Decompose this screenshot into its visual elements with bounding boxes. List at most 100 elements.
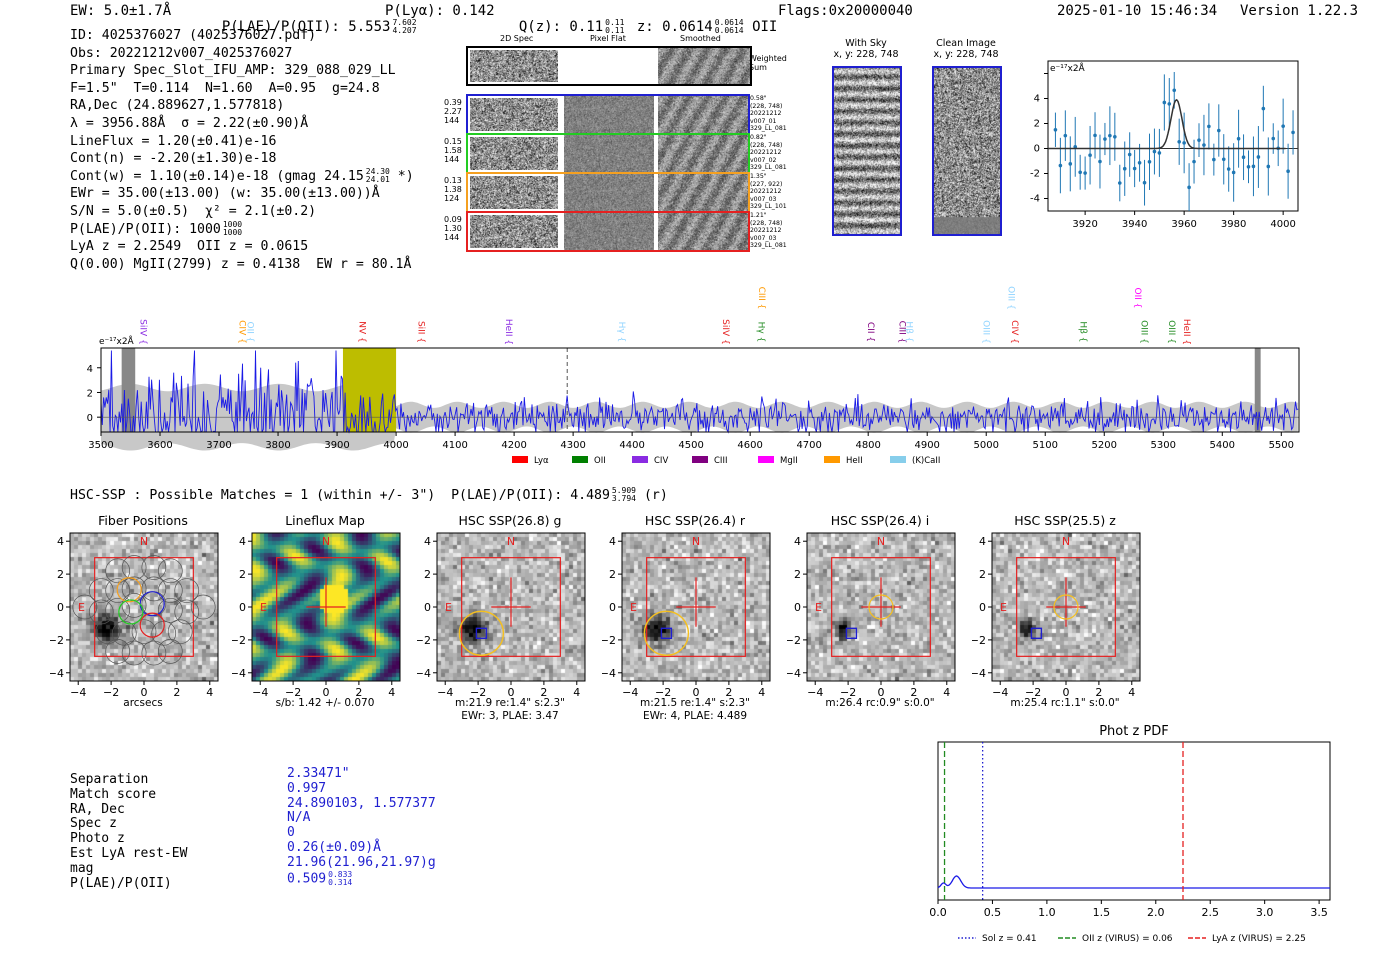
header-qz-sub: 0.11: [605, 26, 625, 35]
zoom-point: [1117, 181, 1122, 185]
spec2d-row-3-right-3: v007_03: [750, 195, 777, 203]
cutout-0-ytick-label-2: 0: [57, 601, 64, 614]
sky-header: With Sky x, y: 228, 748: [830, 38, 902, 60]
cutout-2-xtick-label-3: 2: [540, 686, 547, 699]
match-value-plae: 0.509 0.833 0.314: [287, 870, 436, 886]
spectrum-line-label-13: OIII {: [980, 320, 990, 344]
cutout-3-ytick-label-3: 2: [609, 568, 616, 581]
cutout-2-ytick-label-1: −2: [417, 634, 431, 647]
cutout-3-ytick-label-2: 0: [609, 601, 616, 614]
zoom-point: [1108, 133, 1112, 138]
spectrum-xtick-label-13: 4800: [855, 440, 880, 451]
match-labels: Separation Match score RA, Dec Spec z Ph…: [70, 772, 187, 891]
zoom-ytick-label-0: -4: [1030, 194, 1040, 205]
cutout-0-xtick-label-0: −4: [70, 686, 86, 699]
cutout-2-caption-2: EWr: 3, PLAE: 3.47: [461, 710, 559, 722]
spec2d-row-1-right-3: v007_01: [750, 117, 777, 125]
cutout-5-ytick-label-2: 0: [979, 601, 986, 614]
fiber-circle: [141, 555, 167, 580]
cutout-3-east-label: E: [630, 601, 637, 614]
cutout-4-aperture-circle: [868, 594, 894, 620]
cutout-5-ytick-label-1: −2: [972, 634, 986, 647]
zoom-point: [1261, 106, 1266, 111]
match-value-radec: 24.890103, 1.577377: [287, 795, 436, 811]
cutout-5-xtick-label-4: 4: [1128, 686, 1135, 699]
spec2d-row-1-left-1: 2.27: [444, 107, 462, 116]
spectrum-line-label-15: OIII {: [1006, 286, 1016, 310]
zoom-ylabel: e⁻¹⁷x2Å: [1050, 62, 1086, 74]
spec2d-row-2-2d: [470, 137, 558, 170]
info-lambda: λ = 3956.88Å σ = 2.22(±0.90)Å: [70, 115, 309, 131]
spec2d-row-3-right-4: 329_LL_101: [750, 203, 787, 211]
cutout-0-xtick-label-2: 0: [141, 686, 148, 699]
spec2d-row-1-right-2: 20221212: [750, 110, 782, 118]
match-label-score: Match score: [70, 786, 157, 802]
zoom-point: [1068, 162, 1073, 166]
cutout-1-ytick-label-4: 4: [239, 535, 246, 548]
legend-label-3: CIII: [714, 456, 727, 466]
spectrum-ylabel: e⁻¹⁷x2Å: [99, 335, 135, 347]
zoom-point: [1216, 128, 1221, 133]
spectrum-xtick-label-18: 5300: [1151, 440, 1176, 451]
fiber-circle: [157, 578, 183, 603]
cutout-3-xtick-label-3: 2: [725, 686, 732, 699]
info-ewr: EWr = 35.00(±13.00) (w: 35.00(±13.00))Å: [70, 186, 380, 202]
cutout-5-east-label: E: [1000, 601, 1007, 614]
cutout-3-title: HSC SSP(26.4) r: [644, 513, 746, 528]
header-datetime: 2025-01-10 15:46:34: [1057, 3, 1218, 19]
spec2d-row-4-left-2: 144: [444, 233, 460, 242]
spec2d-panel: 2D Spec Pixel Flat Smoothed Weighted Sum…: [440, 30, 800, 260]
spec2d-weighted-label: Weighted Sum: [749, 54, 787, 72]
info-q: Q(0.00) MgII(2799) z = 0.4138 EW r = 80.…: [70, 256, 412, 272]
spectrum-xtick-label-8: 4300: [560, 440, 585, 451]
header-qz: Q(z): 0.11 0.11 0.11: [502, 3, 625, 36]
zoom-ytick-label-3: 2: [1034, 119, 1040, 130]
spec2d-row-2-right-labels: 0.82" (228, 748) 20221212 v007_02 329_LL_081: [750, 134, 787, 172]
photz-xtick-label-7: 3.5: [1310, 906, 1328, 919]
match-label-specz: Spec z: [70, 816, 117, 832]
zoom-point: [1246, 164, 1251, 169]
cutout-0-aperture-box: [94, 557, 194, 657]
spectrum-line-label-5: HeII {: [503, 319, 513, 345]
zoom-point: [1093, 133, 1097, 138]
legend-swatch-6: [890, 456, 906, 463]
spec2d-row-4-flat: [564, 213, 654, 250]
info-plae: P(LAE)/P(OII): 1000 1000 1000: [70, 220, 414, 239]
zoom-point: [1281, 124, 1285, 128]
match-label-separation: Separation: [70, 772, 149, 787]
sky-title: With Sky: [845, 38, 887, 49]
cutout-5-ytick-label-0: −4: [972, 667, 986, 680]
cutout-2-overlay: N E −4 −4 −2 −2 0 0 2 2 4 4: [417, 532, 586, 699]
zoom-point: [1286, 169, 1290, 174]
cutout-2-caption-1: m:21.9 re:1.4" s:2.3": [455, 697, 565, 709]
cutout-3-caption-2: EWr: 4, PLAE: 4.489: [642, 710, 748, 722]
spectrum-line-label-16: Hβ {: [1078, 321, 1088, 342]
cutout-5-aperture-box: [1016, 557, 1116, 657]
photz-xtick-label-1: 0.5: [984, 906, 1002, 919]
spec2d-title-2d: 2D Spec: [500, 34, 534, 43]
cutout-0-title: Fiber Positions: [98, 513, 188, 528]
spec2d-row-1-smooth: [658, 96, 748, 133]
spec2d-row-3-right-0: 1.35": [750, 173, 767, 180]
fiber-circle: [105, 597, 131, 623]
spec2d-row-1-left-labels: 0.39 2.27 144: [444, 98, 462, 125]
header-version: Version 1.22.3: [1240, 3, 1359, 19]
spec2d-row-1-left-2: 144: [444, 116, 460, 125]
spectrum-line-label-20: HeII {: [1181, 319, 1191, 345]
cutout-4-title: HSC SSP(26.4) i: [830, 513, 930, 528]
spectrum-xtick-label-2: 3700: [206, 440, 231, 451]
spec2d-row-2-left-0: 0.15: [444, 137, 462, 146]
fiber-circle: [88, 578, 114, 603]
spectrum-line-label-10: CII {: [865, 322, 875, 342]
cutout-0-overlay: N E −4 −4 −2 −2 0 0 2 2 4 4: [50, 532, 219, 699]
info-contw-text: Cont(w) = 1.10(±0.14)e-18 (gmag 24.15: [70, 168, 364, 184]
cutout-3-ytick-label-0: −4: [602, 667, 616, 680]
spec2d-row-4-left-1: 1.30: [444, 224, 462, 233]
sky-image: [832, 66, 902, 236]
spectrum-ytick-label-2: 4: [87, 364, 93, 375]
cutout-4-north-label: N: [877, 535, 885, 548]
cutout-5-xtick-label-3: 2: [1095, 686, 1102, 699]
zoom-point: [1137, 160, 1142, 165]
spectrum-line-label-9: CIII {: [756, 287, 766, 310]
spec2d-row-3-2d: [470, 176, 558, 209]
